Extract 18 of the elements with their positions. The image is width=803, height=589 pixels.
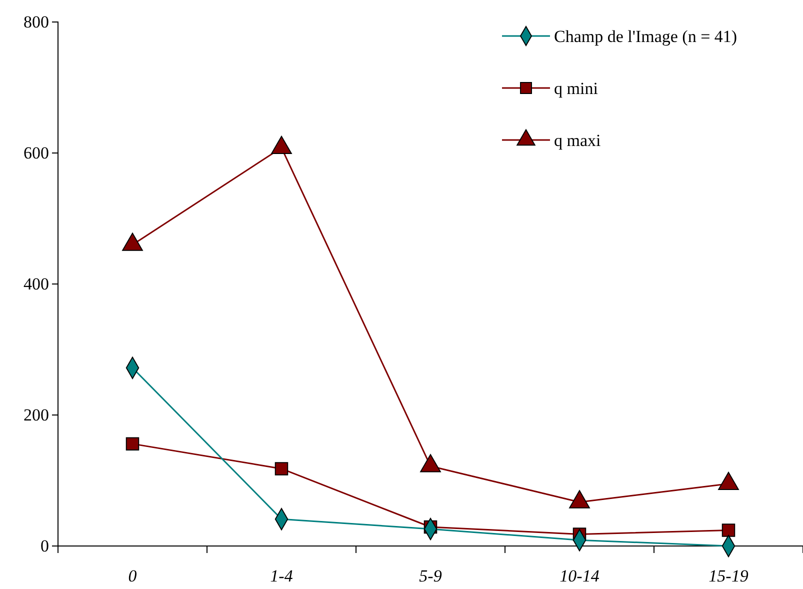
point [122, 232, 143, 251]
x-tick-label: 10-14 [560, 566, 600, 586]
point [271, 136, 292, 154]
point [126, 437, 140, 450]
y-tick-label: 200 [24, 405, 49, 424]
legend-label: q maxi [554, 131, 602, 150]
y-tick-label: 400 [24, 274, 49, 294]
x-tick-label: 0 [128, 566, 138, 586]
x-tick-label: 1-4 [270, 566, 294, 586]
x-tick-label: 15-19 [708, 566, 749, 586]
legend-label: q mini [554, 79, 598, 98]
point [722, 524, 736, 537]
point [274, 462, 288, 476]
y-tick-label: 600 [24, 143, 49, 162]
legend-label: Champ de l'Image (n = 41) [554, 27, 738, 46]
y-tick-label: 800 [24, 12, 49, 32]
x-tick-label: 5-9 [419, 566, 442, 586]
y-tick-label: 0 [40, 536, 49, 556]
